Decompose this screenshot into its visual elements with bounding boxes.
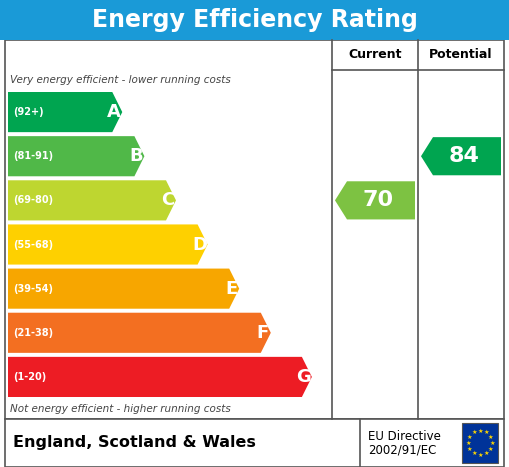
Polygon shape: [335, 181, 415, 219]
Text: ★: ★: [488, 446, 493, 452]
Text: Very energy efficient - lower running costs: Very energy efficient - lower running co…: [10, 75, 231, 85]
Text: F: F: [257, 324, 269, 342]
Text: (92+): (92+): [13, 107, 44, 117]
Bar: [0, 0, 509, 40]
Text: ★: ★: [467, 434, 472, 439]
Text: ★: ★: [483, 430, 489, 435]
Text: Not energy efficient - higher running costs: Not energy efficient - higher running co…: [10, 404, 231, 414]
Text: (69-80): (69-80): [13, 195, 53, 205]
Text: ★: ★: [465, 440, 471, 446]
Bar: [462, 423, 498, 463]
Text: 70: 70: [362, 191, 393, 210]
Polygon shape: [421, 137, 501, 175]
Polygon shape: [8, 92, 122, 132]
Text: G: G: [296, 368, 312, 386]
Polygon shape: [8, 269, 239, 309]
Polygon shape: [8, 357, 312, 397]
Text: D: D: [192, 235, 207, 254]
Text: (39-54): (39-54): [13, 283, 53, 294]
Text: Current: Current: [348, 49, 402, 62]
Text: (21-38): (21-38): [13, 328, 53, 338]
Polygon shape: [8, 313, 271, 353]
Text: 2002/91/EC: 2002/91/EC: [368, 444, 436, 457]
Text: B: B: [130, 147, 143, 165]
Text: (1-20): (1-20): [13, 372, 46, 382]
Text: C: C: [161, 191, 175, 209]
Text: ★: ★: [477, 429, 483, 433]
Text: ★: ★: [489, 440, 495, 446]
Text: ★: ★: [467, 446, 472, 452]
Polygon shape: [8, 136, 145, 176]
Text: (81-91): (81-91): [13, 151, 53, 161]
Text: ★: ★: [483, 451, 489, 456]
Bar: [5, 40, 504, 419]
Text: 84: 84: [448, 146, 479, 166]
Text: Potential: Potential: [429, 49, 493, 62]
Text: England, Scotland & Wales: England, Scotland & Wales: [13, 436, 256, 451]
Text: ★: ★: [477, 453, 483, 458]
Text: ★: ★: [488, 434, 493, 439]
Polygon shape: [8, 180, 176, 220]
Text: (55-68): (55-68): [13, 240, 53, 249]
Text: Energy Efficiency Rating: Energy Efficiency Rating: [92, 8, 417, 32]
Text: EU Directive: EU Directive: [368, 430, 441, 443]
Text: ★: ★: [471, 430, 477, 435]
Polygon shape: [8, 225, 208, 265]
Text: ★: ★: [471, 451, 477, 456]
Bar: [5, 419, 504, 467]
Text: E: E: [225, 280, 237, 297]
Text: A: A: [107, 103, 121, 121]
